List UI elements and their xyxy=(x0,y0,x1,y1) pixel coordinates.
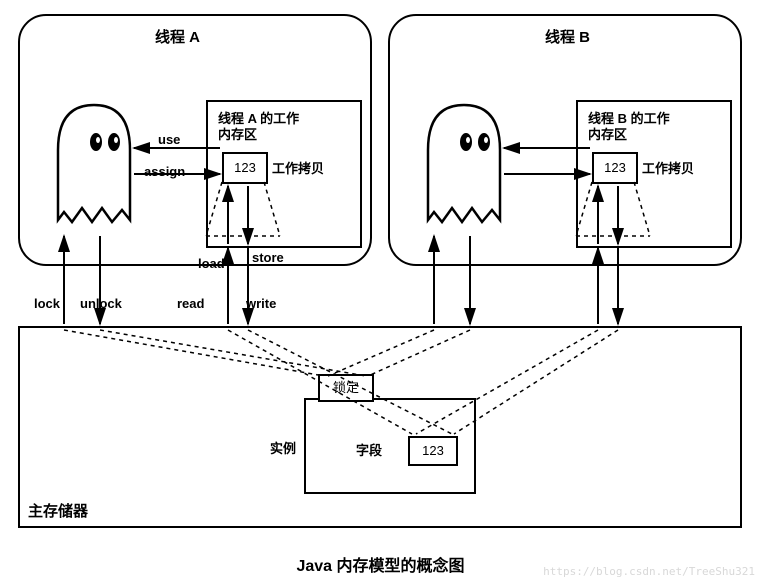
watermark: https://blog.csdn.net/TreeShu321 xyxy=(543,565,755,578)
diagram-canvas: 线程 A 线程 A 的工作 内存区 123 工作拷贝 线程 B 线程 B 的工作… xyxy=(0,0,761,584)
dash-b2 xyxy=(634,182,650,236)
dash-lockA2 xyxy=(100,330,366,376)
dash-a1 xyxy=(206,182,222,236)
dash-writeA xyxy=(248,330,452,434)
dash-writeB xyxy=(454,330,618,434)
diagram-svg xyxy=(0,0,761,584)
dash-readA xyxy=(228,330,412,434)
ghost-a-icon xyxy=(58,105,130,222)
dash-lockA1 xyxy=(64,330,324,376)
ghost-b-icon xyxy=(428,105,500,222)
dash-a2 xyxy=(264,182,280,236)
dash-readB xyxy=(416,330,598,434)
dash-b1 xyxy=(576,182,592,236)
